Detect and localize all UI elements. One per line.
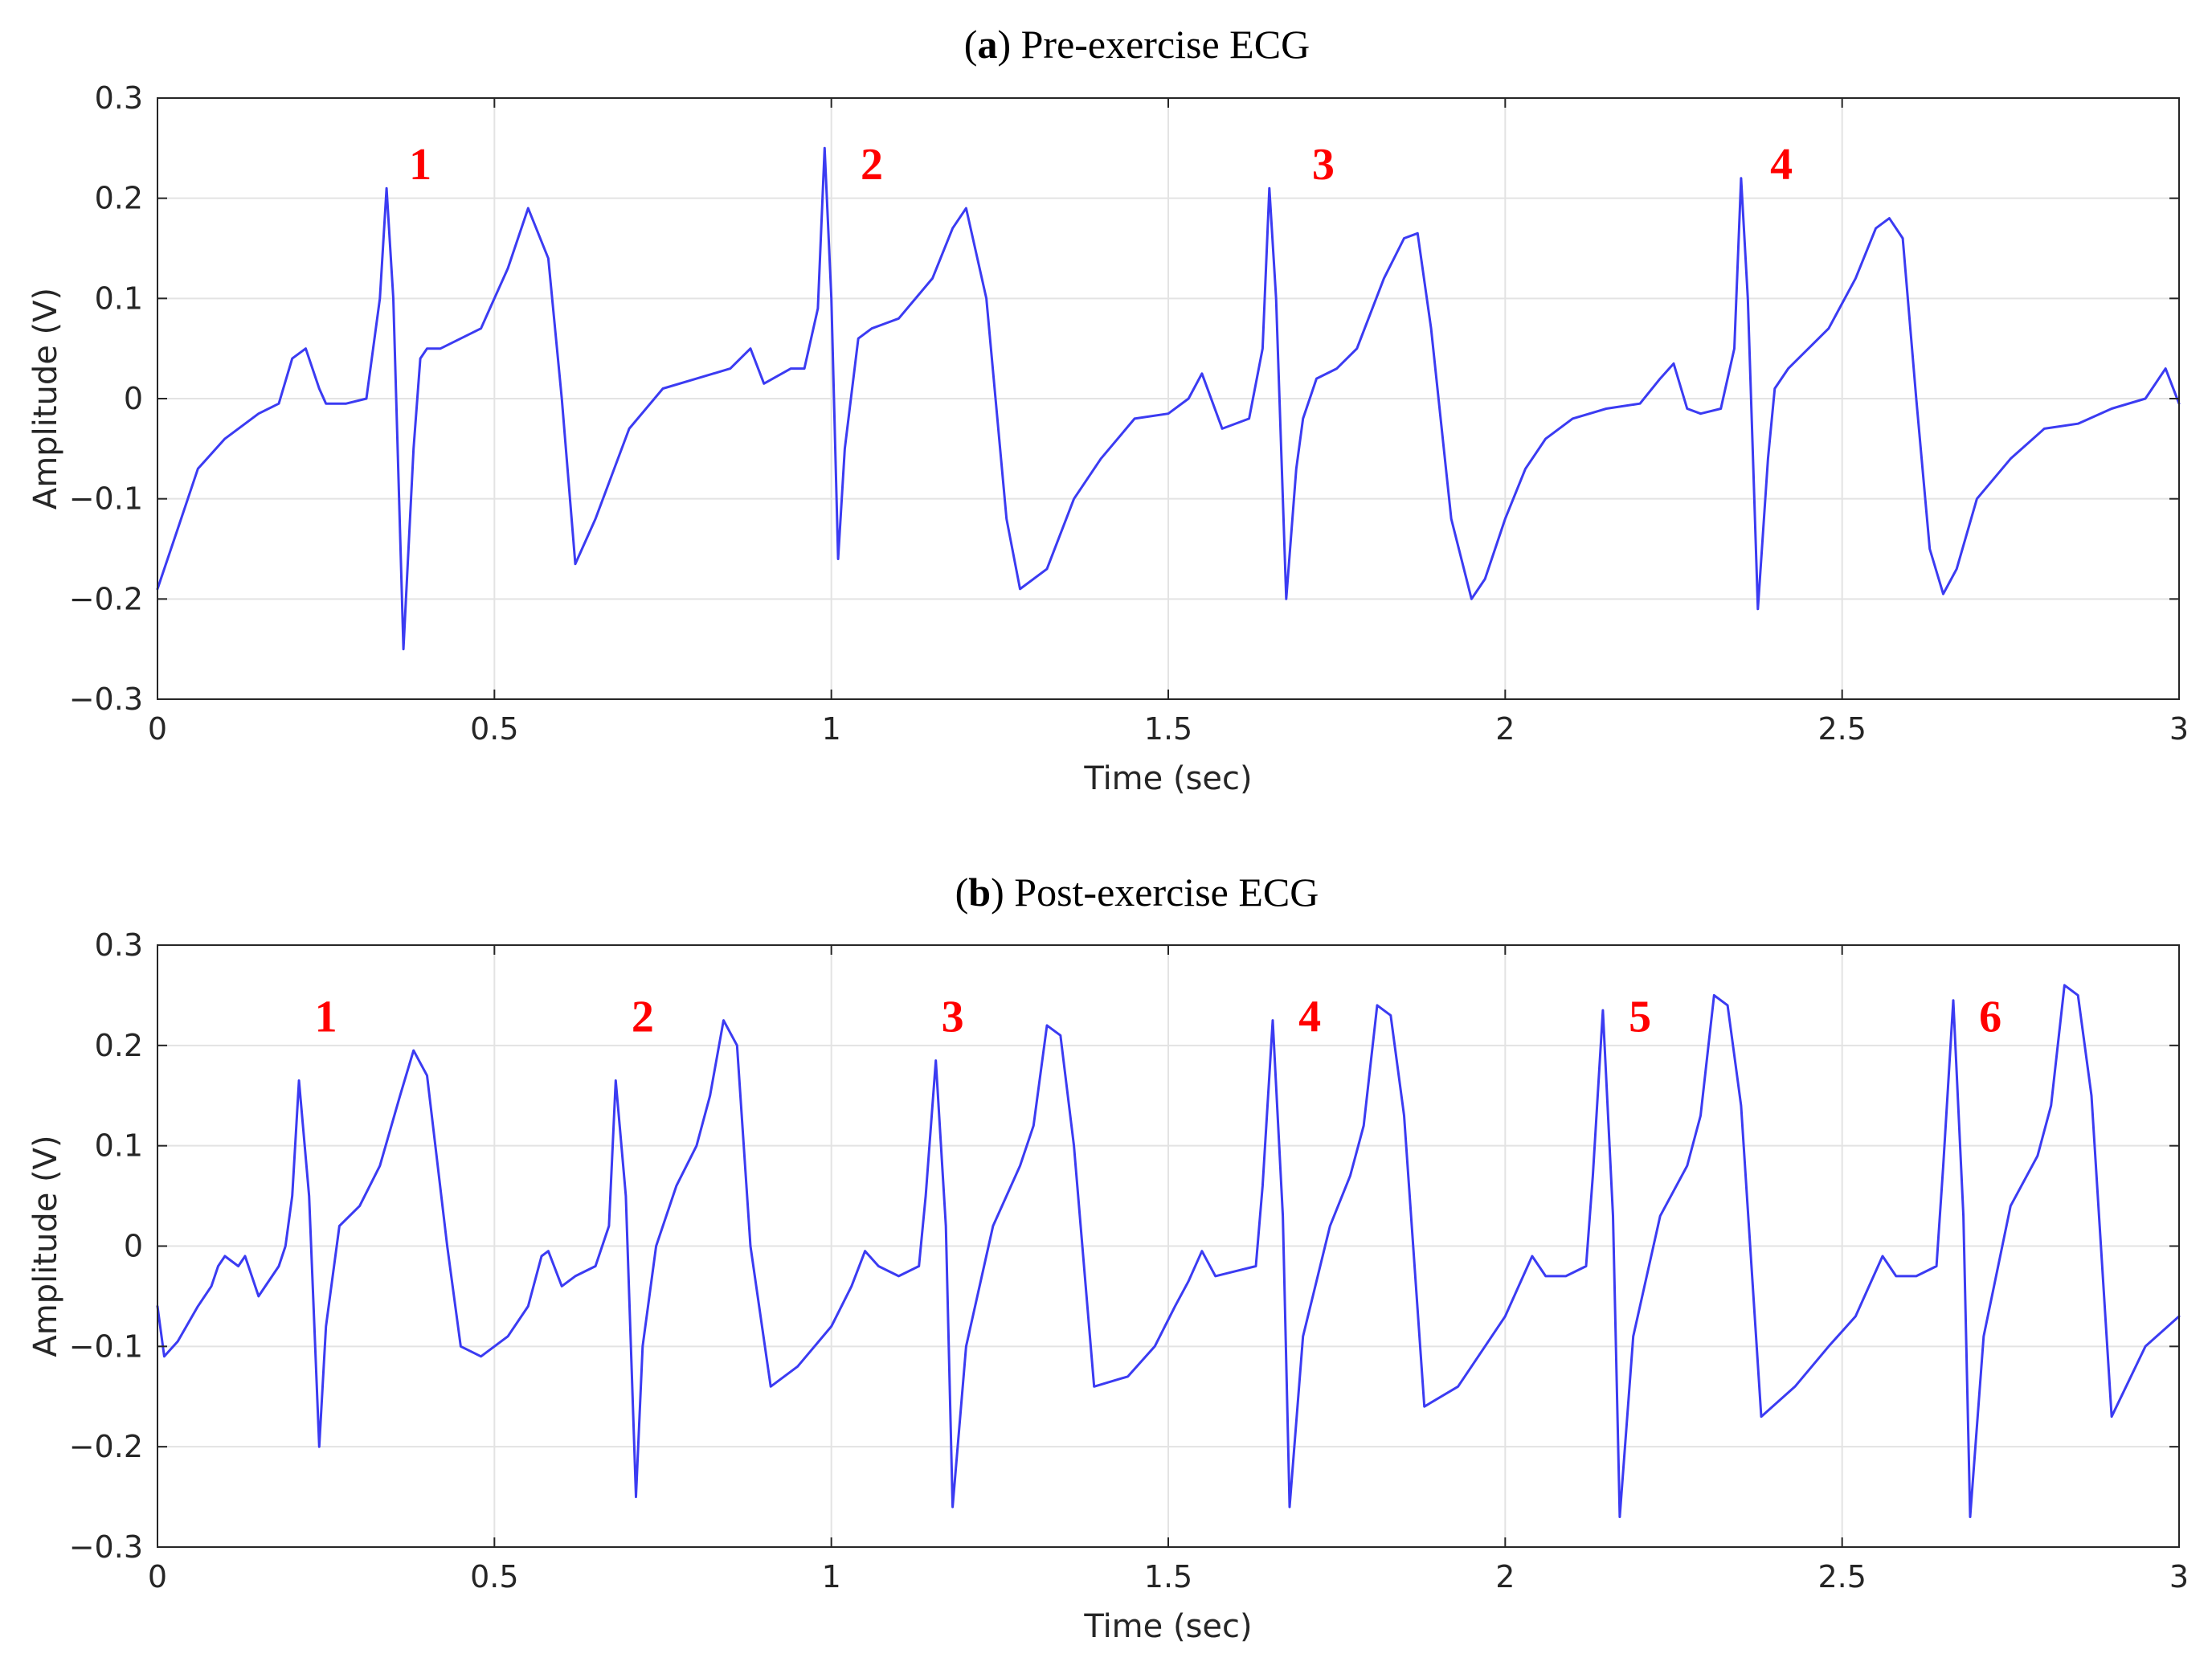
beat-annotations: 1 2 3 4 xyxy=(409,140,1793,190)
x-tick-label: 2.5 xyxy=(1817,1559,1866,1594)
x-tick-label: 0.5 xyxy=(470,711,518,747)
grid xyxy=(157,945,2179,1547)
x-tick-label: 1.5 xyxy=(1144,711,1192,747)
y-tick-label: −0.1 xyxy=(69,481,143,517)
x-tick-label: 2 xyxy=(1495,1559,1515,1594)
y-tick-label: 0.2 xyxy=(95,1028,143,1063)
signal-line-group xyxy=(156,984,2181,1518)
beat-number-label: 5 xyxy=(1629,992,1651,1042)
x-tick-label: 3 xyxy=(2169,1559,2189,1594)
ecg-signal-line xyxy=(156,146,2181,651)
x-tick-label: 2 xyxy=(1495,711,1515,747)
y-tick-label: 0.3 xyxy=(95,927,143,963)
y-tick-label: −0.3 xyxy=(69,1529,143,1565)
panel-title: (a) Pre-exercise ECG xyxy=(964,22,1310,67)
beat-number-label: 3 xyxy=(942,992,964,1042)
y-tick-label: −0.1 xyxy=(69,1328,143,1364)
x-axis-label: Time (sec) xyxy=(1083,1608,1252,1645)
x-axis-label: Time (sec) xyxy=(1083,760,1252,797)
x-tick-label: 1 xyxy=(822,711,841,747)
ticks: 0 0.5 1 1.5 2 2.5 3 0.3 0.2 0.1 0 −0.1 −0.2 −0.3 xyxy=(69,80,2189,747)
signal-line-group xyxy=(156,146,2181,651)
beat-number-label: 4 xyxy=(1298,992,1321,1042)
x-tick-label: 2.5 xyxy=(1817,711,1866,747)
beat-number-label: 1 xyxy=(409,140,431,190)
y-tick-label: −0.2 xyxy=(69,581,143,616)
x-tick-label: 3 xyxy=(2169,711,2189,747)
beat-number-label: 4 xyxy=(1770,140,1793,190)
panel-title: (b) Post-exercise ECG xyxy=(955,870,1319,915)
beat-number-label: 2 xyxy=(861,140,883,190)
y-axis-label: Amplitude (V) xyxy=(27,1135,64,1357)
x-tick-label: 0 xyxy=(148,711,167,747)
panel-pre-exercise: (a) Pre-exercise ECG 0 0.5 1 1.5 2 2.5 3 0.3 0.2… xyxy=(27,22,2189,797)
ticks: 0 0.5 1 1.5 2 2.5 3 0.3 0.2 0.1 0 −0.1 −0.2 −0.3 xyxy=(69,927,2189,1594)
beat-number-label: 6 xyxy=(1979,992,2001,1042)
x-tick-label: 1 xyxy=(822,1559,841,1594)
y-tick-label: 0.1 xyxy=(95,1128,143,1164)
beat-number-label: 3 xyxy=(1312,140,1335,190)
y-tick-label: 0 xyxy=(124,381,143,416)
x-tick-label: 1.5 xyxy=(1144,1559,1192,1594)
beat-number-label: 1 xyxy=(315,992,337,1042)
y-tick-label: −0.2 xyxy=(69,1429,143,1464)
x-tick-label: 0 xyxy=(148,1559,167,1594)
ecg-signal-line xyxy=(156,984,2181,1518)
y-tick-label: 0.2 xyxy=(95,181,143,216)
grid xyxy=(157,98,2179,699)
y-axis-label: Amplitude (V) xyxy=(27,288,64,510)
beat-annotations: 1 2 3 4 5 6 xyxy=(315,992,2002,1042)
y-tick-label: 0 xyxy=(124,1229,143,1264)
panel-post-exercise: (b) Post-exercise ECG 0 0.5 1 1.5 2 2.5 3 0.3 0.… xyxy=(27,870,2189,1645)
beat-number-label: 2 xyxy=(632,992,654,1042)
y-tick-label: −0.3 xyxy=(69,682,143,717)
x-tick-label: 0.5 xyxy=(470,1559,518,1594)
y-tick-label: 0.3 xyxy=(95,80,143,116)
y-tick-label: 0.1 xyxy=(95,280,143,316)
